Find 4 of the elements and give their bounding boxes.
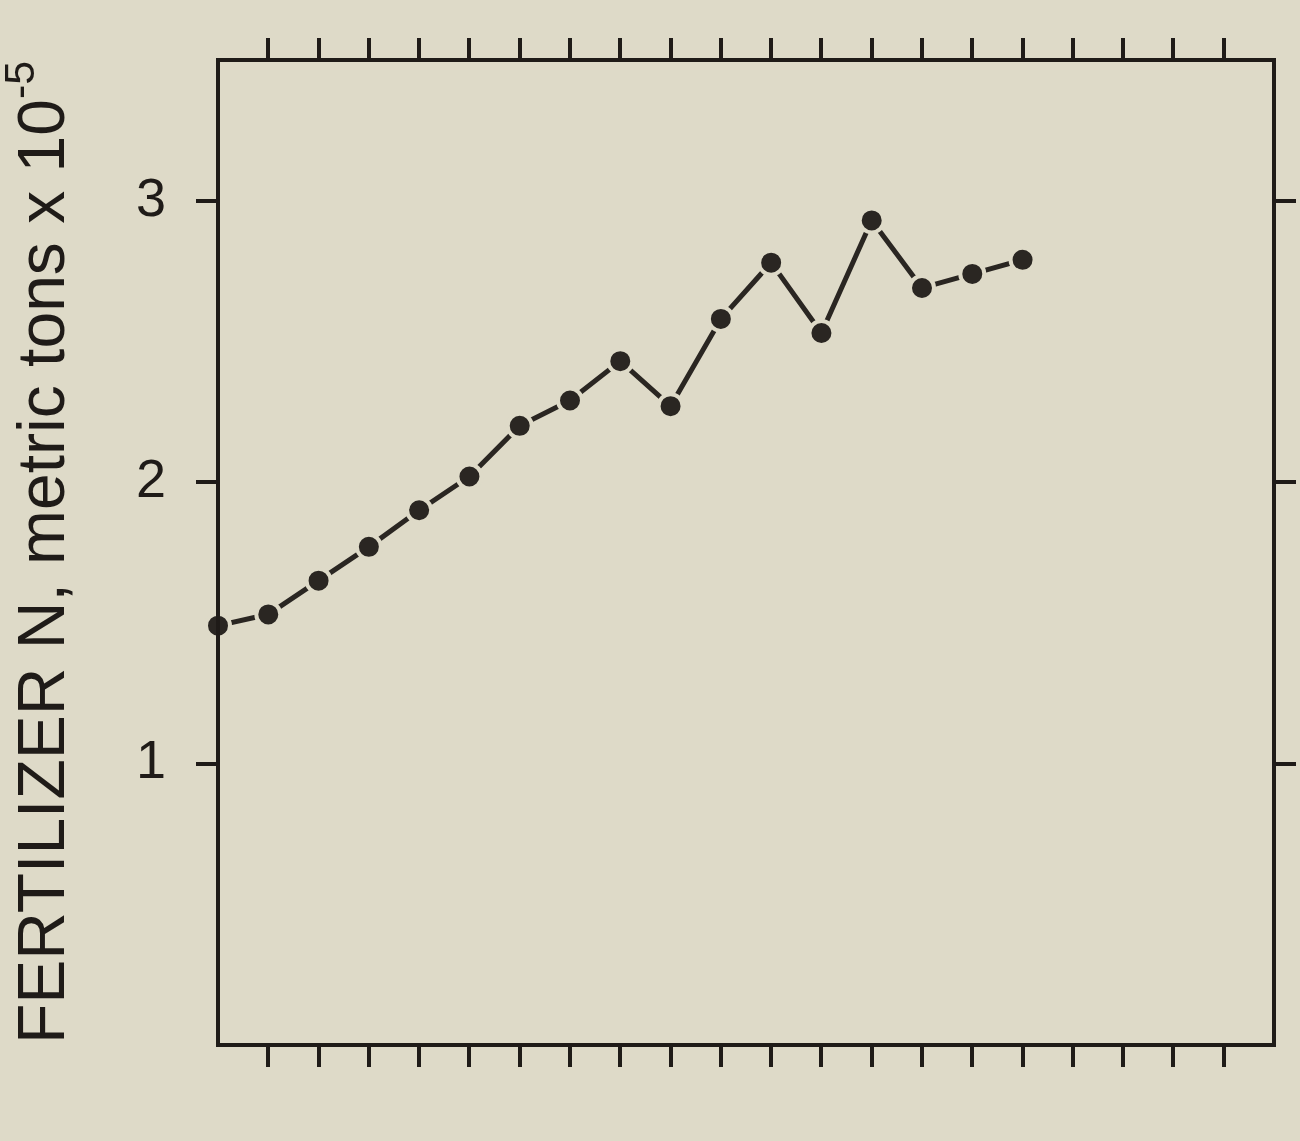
y-tick-label: 2 [135, 448, 166, 509]
y-tick-label: 1 [135, 729, 166, 790]
y-axis-title: FERTILIZER N, metric tons x 10-5 [0, 60, 78, 1045]
y-tick-label: 3 [135, 166, 166, 227]
